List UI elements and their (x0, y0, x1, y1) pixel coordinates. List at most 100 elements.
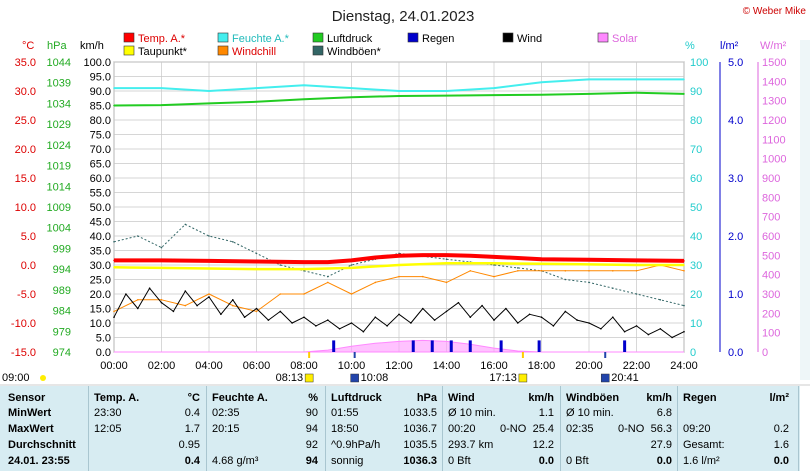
wind-point (552, 325, 555, 327)
humidity-tick-label: 60 (690, 173, 702, 185)
stats-group-unit: hPa (416, 392, 437, 404)
temp-a-point (327, 261, 329, 263)
wind-point (137, 307, 139, 310)
stats-cell-value: 0.0 (656, 455, 672, 467)
windb-en-point (612, 287, 614, 290)
stats-cell-label: sonnig (331, 455, 364, 467)
temp-a-point (517, 257, 519, 259)
windchill-point (517, 270, 519, 272)
temp-a-point (255, 260, 258, 263)
pressure-tick-label: 1044 (47, 57, 71, 69)
temp-a-point (303, 261, 305, 263)
x-tick-label: 20:00 (575, 360, 603, 372)
wind-point (196, 304, 198, 307)
feuchte-a-point (208, 90, 210, 92)
temp-a-point (350, 259, 353, 262)
stats-group-name: Windböen (566, 392, 620, 404)
windb-en-point (683, 304, 685, 307)
wind-point (469, 316, 472, 319)
windchill-point (279, 293, 282, 295)
windchill-point (445, 281, 448, 284)
wind-point (362, 330, 365, 333)
windb-en-point (184, 223, 187, 226)
rain-tick-label: 4.0 (728, 115, 743, 127)
wind-point (315, 325, 317, 327)
wind-point (350, 322, 353, 324)
solar-tick-label: 800 (762, 192, 780, 204)
stats-cell-label: ^0.9hPa/h (331, 439, 381, 451)
stats-cell-value: 27.9 (650, 439, 672, 451)
windb-en-point (564, 278, 567, 281)
luftdruck-point (635, 91, 638, 94)
sun-moon-markers: 09:00 08:13 10:08 17:13 20:41 (0, 352, 810, 384)
legend-label: Temp. A.* (138, 33, 186, 45)
column-separator (206, 386, 207, 471)
windb-en-point (350, 264, 353, 266)
windb-en-point (588, 281, 590, 284)
windchill-point (327, 281, 329, 284)
luftdruck-point (683, 93, 685, 95)
stats-group-unit: l/m² (769, 392, 789, 404)
stats-cell-value: 0.95 (178, 439, 200, 451)
x-tick-label: 22:00 (623, 360, 651, 372)
legend-label: Solar (612, 33, 638, 45)
luftdruck-point (540, 93, 543, 96)
x-tick-label: 02:00 (148, 360, 176, 372)
wind-tick-label: 50.0 (90, 202, 111, 214)
rain-bar (499, 340, 503, 352)
stats-cell-value: 1.7 (184, 423, 200, 435)
wind-point (255, 307, 258, 310)
stats-group-unit: °C (187, 392, 200, 404)
wind-tick-label: 80.0 (90, 115, 111, 127)
pressure-tick-label: 999 (53, 243, 71, 255)
pressure-tick-label: 974 (53, 347, 71, 359)
windchill-point (588, 270, 590, 272)
stats-cell-value: 12.2 (532, 439, 554, 451)
humidity-tick-label: 50 (690, 202, 702, 214)
stats-cell-value: 1036.3 (403, 455, 437, 467)
temp-tick-label: -5.0 (17, 289, 36, 301)
windchill-point (398, 275, 400, 278)
wind-tick-label: 20.0 (90, 289, 111, 301)
luftdruck-point (493, 94, 495, 96)
wind-tick-label: 30.0 (90, 260, 111, 272)
wind-point (374, 316, 377, 319)
axes: 35.0 30.0 25.0 20.0 15.0 10.0 5.0 0.0 -5.0 -10.0 -… (11, 57, 787, 372)
legend-swatch (123, 32, 135, 43)
wind-tick-label: 15.0 (90, 304, 111, 316)
pressure-tick-label: 1014 (47, 181, 71, 193)
windchill-point (612, 270, 614, 272)
stats-group-name: Wind (448, 392, 475, 404)
stats-row-label: Durchschnitt (8, 439, 76, 451)
windchill-point (113, 310, 115, 313)
temp-a-point (683, 260, 685, 262)
wind-tick-label: 75.0 (90, 130, 111, 142)
pressure-tick-label: 989 (53, 285, 71, 297)
windb-en-point (208, 235, 210, 237)
wind-point (422, 307, 424, 310)
temp-a-point (635, 259, 638, 262)
feuchte-a-point (398, 90, 400, 92)
stats-cell-label: 18:50 (331, 423, 359, 435)
wind-point (220, 313, 222, 316)
feuchte-a-point (635, 78, 638, 81)
windchill-point (540, 270, 543, 272)
legend-label: Luftdruck (327, 33, 373, 45)
axis-unit-labels: °C hPa km/h % l/m² W/m² (22, 40, 787, 52)
column-separator (442, 386, 443, 471)
legend-swatch (123, 45, 135, 56)
stats-cell-value: 0.2 (773, 423, 789, 435)
feuchte-a-point (350, 87, 353, 89)
windchill-point (184, 304, 187, 307)
pressure-tick-label: 1034 (47, 98, 71, 110)
legend-label: Taupunkt* (138, 46, 188, 58)
windb-en-point (255, 252, 258, 255)
rain-bar (537, 340, 541, 352)
right-scroll-strip[interactable] (800, 40, 810, 380)
solar-unit-label: W/m² (760, 40, 787, 52)
feuchte-a-point (683, 78, 685, 81)
windchill-point (232, 304, 234, 307)
solar-tick-label: 500 (762, 250, 780, 262)
stats-cell-label: 23:30 (94, 407, 122, 419)
humidity-unit-label: % (685, 40, 695, 52)
